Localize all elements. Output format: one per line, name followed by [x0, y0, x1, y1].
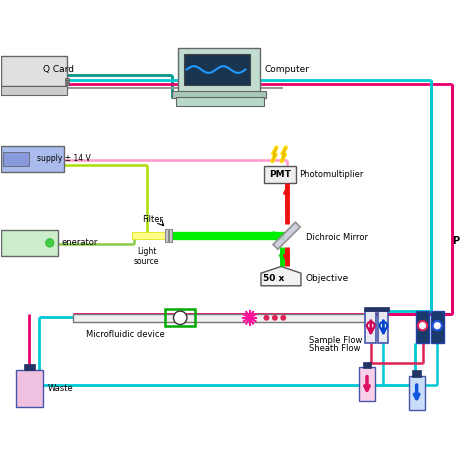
FancyBboxPatch shape: [264, 166, 296, 183]
FancyBboxPatch shape: [1, 56, 67, 86]
FancyBboxPatch shape: [178, 48, 260, 92]
Text: Computer: Computer: [264, 65, 310, 74]
FancyBboxPatch shape: [132, 231, 168, 239]
Polygon shape: [273, 222, 300, 249]
Polygon shape: [282, 147, 286, 161]
Text: Photomultiplier: Photomultiplier: [299, 170, 364, 179]
FancyBboxPatch shape: [169, 229, 172, 242]
Text: Dichroic Mirror: Dichroic Mirror: [306, 233, 368, 242]
Text: 50 x: 50 x: [263, 274, 284, 283]
Polygon shape: [261, 266, 301, 286]
FancyBboxPatch shape: [359, 367, 375, 401]
FancyBboxPatch shape: [1, 85, 67, 95]
Text: P: P: [452, 236, 459, 246]
FancyBboxPatch shape: [65, 82, 69, 85]
FancyBboxPatch shape: [176, 97, 264, 106]
Text: PMT: PMT: [269, 170, 292, 179]
Text: Objective: Objective: [305, 274, 348, 283]
Text: Filter: Filter: [142, 215, 164, 224]
Circle shape: [173, 311, 187, 325]
FancyBboxPatch shape: [377, 307, 389, 311]
FancyBboxPatch shape: [172, 91, 266, 98]
Circle shape: [433, 321, 442, 330]
FancyBboxPatch shape: [365, 311, 376, 343]
FancyBboxPatch shape: [409, 376, 425, 410]
FancyBboxPatch shape: [3, 152, 29, 166]
Circle shape: [280, 315, 286, 321]
Text: Microfluidic device: Microfluidic device: [85, 330, 164, 339]
FancyBboxPatch shape: [65, 80, 69, 82]
Text: enerator: enerator: [61, 238, 98, 247]
Circle shape: [418, 321, 427, 330]
Text: Q Card: Q Card: [44, 65, 74, 74]
Circle shape: [46, 239, 54, 247]
FancyBboxPatch shape: [1, 146, 64, 172]
FancyBboxPatch shape: [65, 78, 69, 80]
Text: Sample Flow: Sample Flow: [309, 336, 362, 345]
Text: supply ± 14 V: supply ± 14 V: [37, 154, 91, 163]
Text: Waste: Waste: [48, 384, 73, 393]
Circle shape: [272, 315, 278, 321]
FancyBboxPatch shape: [1, 230, 58, 256]
FancyBboxPatch shape: [378, 311, 389, 343]
FancyBboxPatch shape: [24, 364, 36, 370]
FancyBboxPatch shape: [363, 362, 371, 368]
FancyBboxPatch shape: [73, 314, 367, 322]
Circle shape: [264, 315, 269, 321]
FancyBboxPatch shape: [430, 311, 444, 343]
Polygon shape: [273, 147, 276, 161]
Text: Sheath Flow: Sheath Flow: [309, 344, 360, 353]
FancyBboxPatch shape: [365, 307, 377, 311]
Circle shape: [380, 322, 387, 329]
FancyBboxPatch shape: [412, 370, 421, 377]
FancyBboxPatch shape: [16, 370, 44, 407]
Text: Light
source: Light source: [134, 246, 159, 266]
FancyBboxPatch shape: [184, 54, 250, 85]
Circle shape: [367, 322, 374, 329]
FancyBboxPatch shape: [164, 229, 168, 242]
FancyBboxPatch shape: [416, 311, 429, 343]
